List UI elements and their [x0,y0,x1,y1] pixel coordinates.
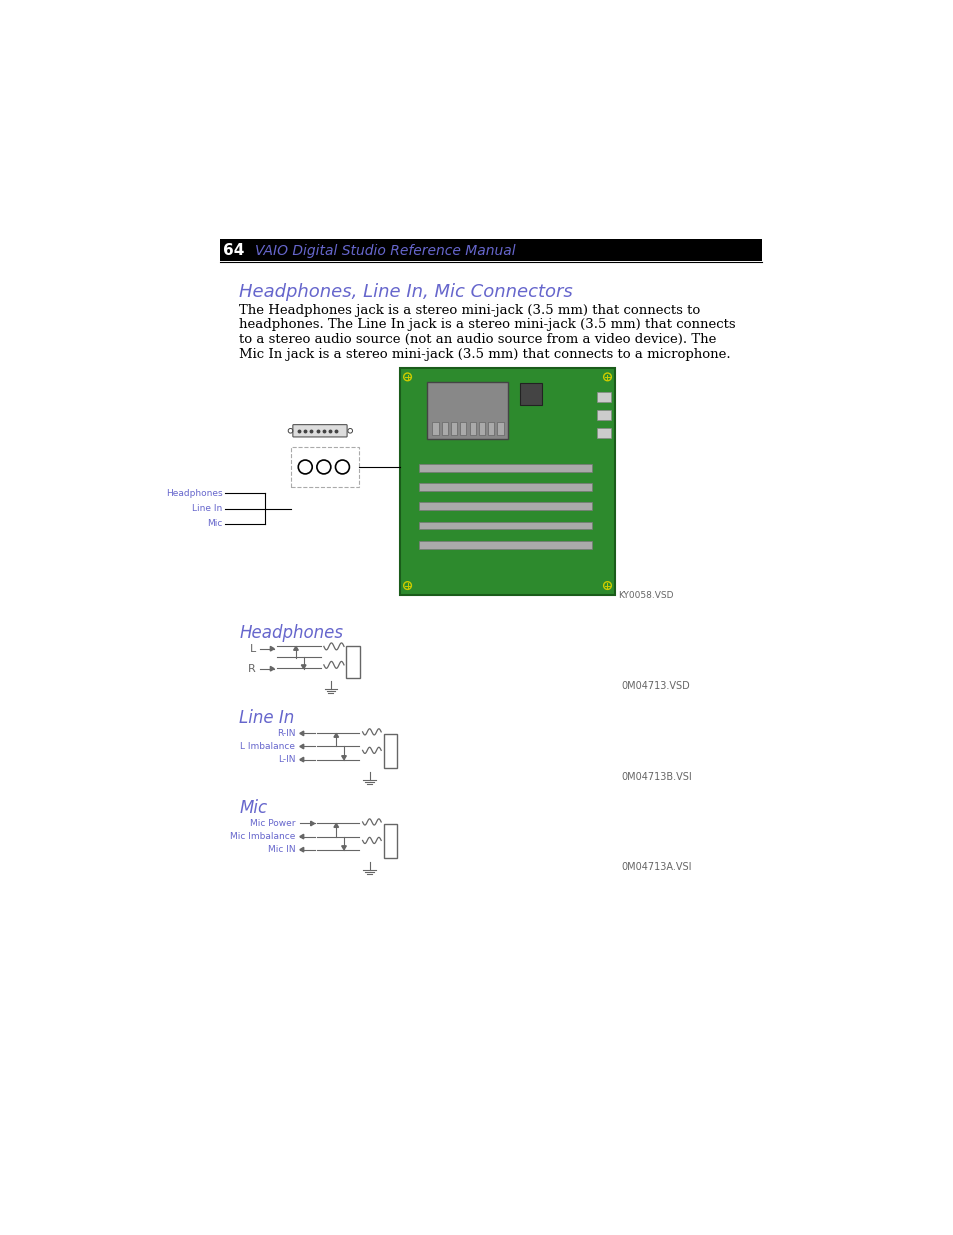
Text: Mic: Mic [239,799,267,816]
Text: Headphones, Line In, Mic Connectors: Headphones, Line In, Mic Connectors [239,283,573,301]
Text: Mic IN: Mic IN [267,845,294,855]
Polygon shape [341,756,346,760]
Polygon shape [299,847,303,852]
Text: L Imbalance: L Imbalance [240,742,294,751]
Polygon shape [299,731,303,736]
Text: Mic Power: Mic Power [250,819,294,827]
Bar [478,421,484,436]
Text: Mic Imbalance: Mic Imbalance [230,832,294,841]
Polygon shape [294,646,298,651]
FancyBboxPatch shape [293,425,347,437]
Polygon shape [341,846,346,850]
Bar [597,391,611,401]
Text: R-IN: R-IN [276,729,294,737]
Bar [519,383,541,405]
Bar [399,368,615,595]
Polygon shape [299,757,303,762]
Bar [418,483,592,490]
Text: L: L [249,643,255,653]
Bar [346,646,360,678]
Text: 0M04713A.VSI: 0M04713A.VSI [620,862,691,872]
Bar [469,421,476,436]
Polygon shape [311,821,314,826]
Text: Mic In jack is a stereo mini-jack (3.5 mm) that connects to a microphone.: Mic In jack is a stereo mini-jack (3.5 m… [239,347,730,361]
Text: 64: 64 [223,243,244,258]
Text: Line In: Line In [239,709,294,726]
Bar [427,382,508,440]
Polygon shape [334,734,338,737]
Bar [597,410,611,420]
Text: 0M04713B.VSI: 0M04713B.VSI [620,772,692,782]
Bar [418,464,592,472]
Text: Mic: Mic [207,520,222,529]
Text: Headphones: Headphones [166,489,222,498]
Text: to a stereo audio source (not an audio source from a video device). The: to a stereo audio source (not an audio s… [239,333,716,346]
Text: L-IN: L-IN [277,755,294,764]
Bar [418,541,592,548]
Text: The Headphones jack is a stereo mini-jack (3.5 mm) that connects to: The Headphones jack is a stereo mini-jac… [239,304,700,316]
Bar [220,240,761,261]
Text: headphones. The Line In jack is a stereo mini-jack (3.5 mm) that connects: headphones. The Line In jack is a stereo… [239,319,735,331]
Bar [488,421,494,436]
Bar [418,521,592,530]
Bar [383,824,396,858]
Polygon shape [299,745,303,748]
Bar [497,421,503,436]
Bar [418,503,592,510]
Polygon shape [299,835,303,839]
Bar [432,421,438,436]
Polygon shape [270,667,274,671]
Polygon shape [334,824,338,827]
Text: Headphones: Headphones [239,624,343,642]
Polygon shape [270,646,274,651]
Bar [383,734,396,768]
Bar [451,421,456,436]
Text: VAIO Digital Studio Reference Manual: VAIO Digital Studio Reference Manual [254,243,515,258]
Text: 0M04713.VSD: 0M04713.VSD [620,680,689,692]
Bar [597,429,611,438]
Bar [441,421,447,436]
Bar [291,447,359,487]
Bar [459,421,466,436]
Polygon shape [301,664,306,668]
Text: KY0058.VSD: KY0058.VSD [618,592,673,600]
Text: Line In: Line In [192,504,222,513]
Text: R: R [248,663,255,674]
